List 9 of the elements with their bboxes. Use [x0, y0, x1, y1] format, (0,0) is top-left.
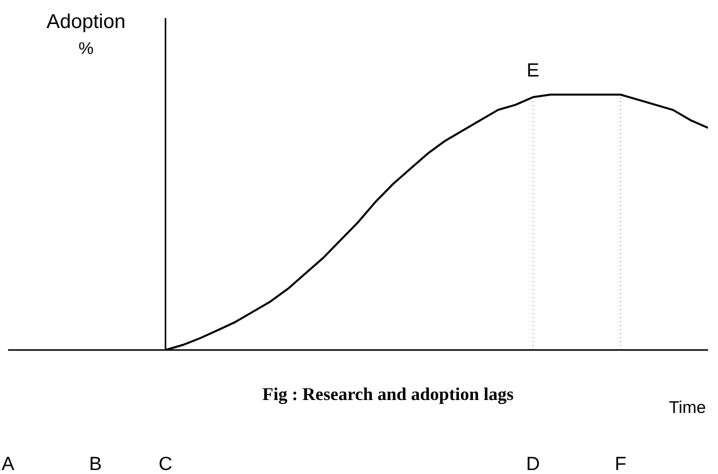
annotation: E	[526, 60, 540, 82]
x-axis-title: Time	[668, 398, 706, 417]
text: Fig : Research and adoption lags	[262, 384, 514, 404]
y-axis-title: Adoption %	[46, 11, 126, 58]
x-tick-label: B	[89, 454, 102, 474]
x-tick-label: D	[526, 454, 540, 474]
x-tick-label: C	[158, 454, 172, 474]
x-tick-label: A	[2, 454, 15, 474]
x-tick-label: F	[614, 454, 626, 474]
